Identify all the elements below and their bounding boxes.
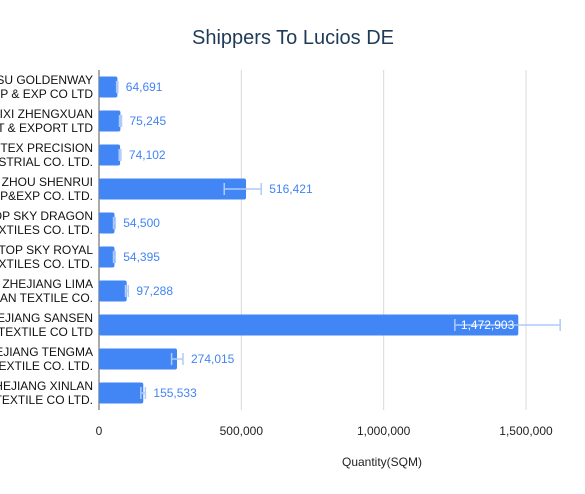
bar xyxy=(99,280,127,302)
data-label: 54,500 xyxy=(123,216,160,230)
data-label: 75,245 xyxy=(129,114,166,128)
bar xyxy=(99,212,115,234)
bar xyxy=(99,144,121,166)
category-label: TOP SKY ROYAL XTILES CO. LTD. xyxy=(0,243,93,271)
bar xyxy=(99,76,118,98)
bars: 64,691 75,245 74,102 516,421 54,500 54,395 97,… xyxy=(99,76,561,404)
category-label: EJIANG TENGMA EXTILE CO. LTD. xyxy=(0,345,93,373)
category-label: OP SKY DRAGON XTILES CO. LTD. xyxy=(0,209,93,237)
bar xyxy=(99,110,121,132)
data-label: 97,288 xyxy=(136,284,173,298)
bar xyxy=(99,178,247,200)
category-label: ZHEJIANG LIMA AN TEXTILE CO. xyxy=(0,277,93,305)
category-label: SU GOLDENWAY P & EXP CO LTD xyxy=(0,73,93,101)
bar xyxy=(99,348,178,370)
bar xyxy=(99,246,115,268)
data-label: 274,015 xyxy=(191,352,235,366)
data-label: 155,533 xyxy=(153,386,197,400)
data-label: 74,102 xyxy=(129,148,166,162)
category-label: EJIANG SANSEN TEXTILE CO LTD xyxy=(0,311,93,339)
bar xyxy=(99,382,144,404)
category-label: TEX PRECISION STRIAL CO. LTD. xyxy=(0,141,93,169)
x-tick-label: 1,500,000 xyxy=(499,424,553,438)
chart-title: Shippers To Lucios DE xyxy=(192,27,394,49)
x-axis-title: Quantity(SQM) xyxy=(342,455,422,469)
category-labels: SU GOLDENWAY P & EXP CO LTD IXI ZHENGXUAN T… xyxy=(0,73,93,407)
x-tick-label: 1,000,000 xyxy=(357,424,411,438)
data-label: 1,472,903 xyxy=(461,318,515,332)
category-label: ZHOU SHENRUI P&EXP CO. LTD. xyxy=(0,175,93,203)
category-label: IXI ZHENGXUAN T & EXPORT LTD xyxy=(0,107,93,135)
data-label: 516,421 xyxy=(269,182,313,196)
bar xyxy=(99,314,519,336)
x-tick-label: 0 xyxy=(96,424,103,438)
x-tick-label: 500,000 xyxy=(220,424,264,438)
data-label: 64,691 xyxy=(126,80,163,94)
x-tick-labels: 0 500,000 1,000,000 1,500,000 xyxy=(96,424,553,438)
category-label: HEJIANG XINLAN TEXTILE CO LTD. xyxy=(0,379,93,407)
data-label: 54,395 xyxy=(123,250,160,264)
